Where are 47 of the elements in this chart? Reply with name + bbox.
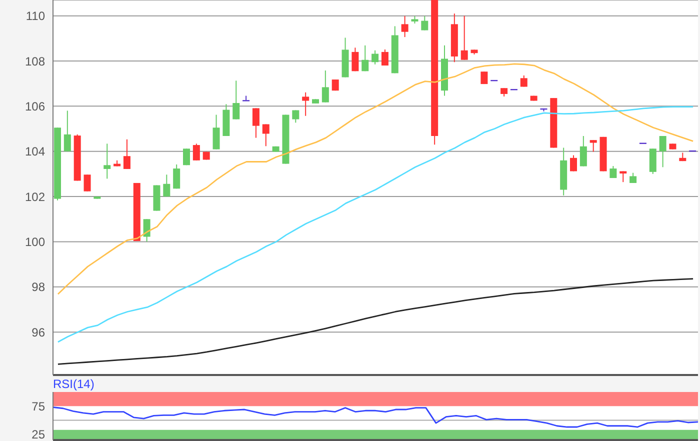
candlestick — [143, 218, 150, 242]
candlestick — [173, 164, 180, 190]
candlestick — [649, 148, 656, 174]
candlestick — [659, 135, 666, 168]
candlestick — [322, 70, 329, 103]
candlestick — [123, 138, 130, 170]
candlestick — [192, 143, 200, 161]
candlestick — [212, 114, 220, 150]
candlestick — [183, 148, 190, 166]
y-tick-label: 110 — [26, 9, 46, 24]
candlestick — [590, 140, 597, 152]
candlestick — [163, 174, 170, 198]
y-tick-label: 96 — [32, 325, 46, 340]
candlestick — [262, 124, 270, 147]
candlestick — [630, 172, 637, 184]
candlestick — [372, 50, 379, 65]
y-tick-label: 104 — [24, 144, 46, 159]
candlestick — [480, 71, 488, 85]
candlestick — [104, 143, 111, 180]
candlestick — [381, 48, 388, 66]
candlestick — [580, 135, 587, 167]
y-tick-label: 106 — [24, 99, 46, 114]
candlestick — [620, 170, 627, 183]
candlestick — [421, 16, 428, 31]
y-tick-label: 100 — [24, 234, 46, 249]
candlestick — [460, 15, 468, 60]
candlestick — [401, 16, 408, 38]
candlestick — [84, 174, 91, 192]
candlestick — [252, 108, 260, 138]
line-series — [52, 406, 699, 428]
candlestick — [292, 110, 300, 124]
candlestick — [232, 80, 240, 120]
candlestick — [570, 154, 577, 172]
y-tick-label: 108 — [24, 54, 46, 68]
candlestick — [242, 95, 250, 102]
chart-title: RSI(14) — [53, 377, 96, 392]
line-series — [57, 278, 694, 365]
line-series — [57, 106, 694, 343]
y-tick-label: 25 — [32, 428, 46, 441]
y-tick-label: 102 — [24, 190, 46, 204]
candlestick — [64, 110, 71, 152]
y-tick-label: 98 — [32, 280, 46, 294]
y-tick-label: 75 — [32, 399, 46, 414]
candlestick — [302, 92, 310, 116]
candlestick — [352, 47, 359, 72]
candlestick — [362, 44, 369, 72]
line-series — [57, 63, 694, 295]
